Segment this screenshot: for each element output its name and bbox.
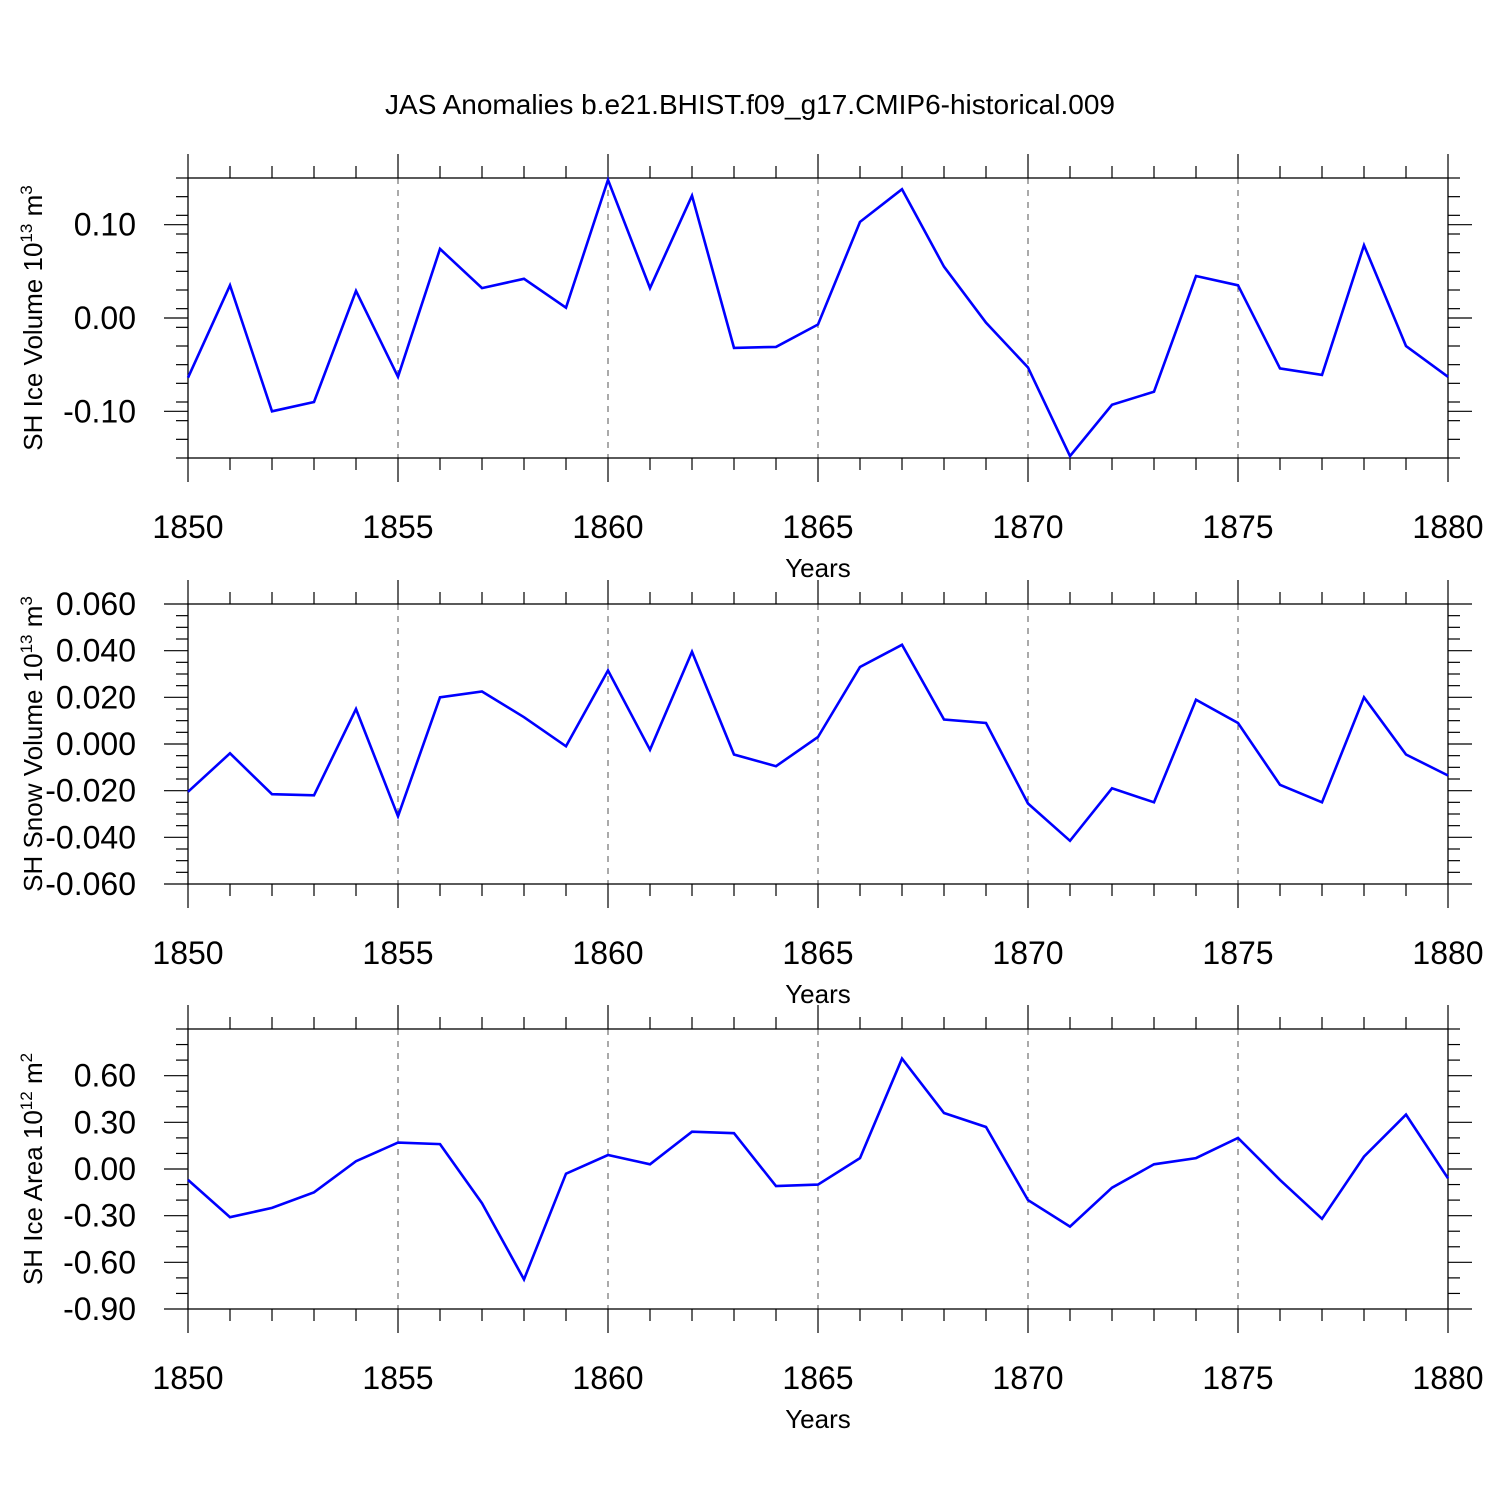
x-tick-label-1855: 1855 — [362, 935, 433, 971]
x-tick-label-1880: 1880 — [1412, 1360, 1483, 1396]
series-line — [186, 176, 1449, 459]
y-axis-label-unit: m — [18, 195, 48, 224]
y-axis-label-exponent: 13 — [17, 224, 36, 243]
panels: 1850 1855 1860 1865 1870 1875 1880 Years -0.10 0.… — [17, 154, 1484, 1434]
y-tick-label--0.90: -0.90 — [63, 1291, 136, 1327]
x-tick-label-1880: 1880 — [1412, 935, 1483, 971]
x-tick-label-1875: 1875 — [1202, 935, 1273, 971]
x-tick-label-1860: 1860 — [572, 935, 643, 971]
x-tick-label-1850: 1850 — [152, 935, 223, 971]
y-axis-label: SH Snow Volume 1013 m3 — [17, 596, 48, 892]
chart-panel-1: 1850 1855 1860 1865 1870 1875 1880 Years -0.10 0.… — [17, 154, 1484, 583]
y-tick-label--0.040: -0.040 — [45, 819, 136, 855]
series-line — [187, 1056, 1450, 1283]
x-axis-label: Years — [785, 553, 851, 583]
y-axis-label-text: SH Ice Volume 10 — [18, 243, 48, 451]
y-axis-label: SH Ice Area 1012 m2 — [17, 1053, 48, 1285]
y-tick-label-0.060: 0.060 — [56, 586, 136, 622]
y-axis-label-unit-exponent: 3 — [17, 596, 36, 605]
y-axis-label-unit: m — [18, 1062, 48, 1091]
y-tick-label-0.00: 0.00 — [74, 300, 136, 336]
y-axis-label-text: SH Snow Volume 10 — [18, 653, 48, 891]
y-axis-label: SH Ice Volume 1013 m3 — [17, 185, 48, 450]
y-tick-label--0.10: -0.10 — [63, 393, 136, 429]
y-tick-label-0.30: 0.30 — [74, 1104, 136, 1140]
x-tick-label-1870: 1870 — [992, 935, 1063, 971]
x-tick-label-1870: 1870 — [992, 509, 1063, 545]
y-axis-label-text: SH Ice Area 10 — [18, 1110, 48, 1285]
x-tick-label-1865: 1865 — [782, 509, 853, 545]
y-axis-label-exponent: 13 — [17, 634, 36, 653]
y-tick-label--0.060: -0.060 — [45, 866, 136, 902]
y-tick-label--0.60: -0.60 — [63, 1244, 136, 1280]
y-tick-label--0.30: -0.30 — [63, 1198, 136, 1234]
y-tick-label-0.60: 0.60 — [74, 1058, 136, 1094]
y-tick-label-0.10: 0.10 — [74, 207, 136, 243]
x-tick-label-1865: 1865 — [782, 935, 853, 971]
x-tick-label-1880: 1880 — [1412, 509, 1483, 545]
y-axis-label-exponent: 12 — [17, 1091, 36, 1110]
x-tick-label-1875: 1875 — [1202, 1360, 1273, 1396]
y-tick-label-0.00: 0.00 — [74, 1151, 136, 1187]
x-tick-label-1850: 1850 — [152, 509, 223, 545]
x-tick-label-1855: 1855 — [362, 509, 433, 545]
x-tick-label-1865: 1865 — [782, 1360, 853, 1396]
chart-panel-3: 1850 1855 1860 1865 1870 1875 1880 Years -0.90 -0… — [17, 1005, 1484, 1434]
chart-panel-2: 1850 1855 1860 1865 1870 1875 1880 Years -0.060 -… — [17, 580, 1484, 1009]
x-tick-label-1860: 1860 — [572, 509, 643, 545]
y-axis-label-unit: m — [18, 606, 48, 635]
x-axis-label: Years — [785, 1404, 851, 1434]
y-tick-label-0.040: 0.040 — [56, 633, 136, 669]
x-tick-label-1850: 1850 — [152, 1360, 223, 1396]
x-tick-label-1860: 1860 — [572, 1360, 643, 1396]
x-tick-label-1855: 1855 — [362, 1360, 433, 1396]
x-axis-label: Years — [785, 979, 851, 1009]
y-axis-label-unit-exponent: 3 — [17, 185, 36, 194]
x-tick-label-1870: 1870 — [992, 1360, 1063, 1396]
y-tick-label-0.000: 0.000 — [56, 726, 136, 762]
series-line — [187, 643, 1449, 843]
y-tick-label--0.020: -0.020 — [45, 773, 136, 809]
y-tick-label-0.020: 0.020 — [56, 679, 136, 715]
x-tick-label-1875: 1875 — [1202, 509, 1273, 545]
y-axis-label-unit-exponent: 2 — [17, 1053, 36, 1062]
figure-title: JAS Anomalies b.e21.BHIST.f09_g17.CMIP6-… — [385, 89, 1115, 120]
